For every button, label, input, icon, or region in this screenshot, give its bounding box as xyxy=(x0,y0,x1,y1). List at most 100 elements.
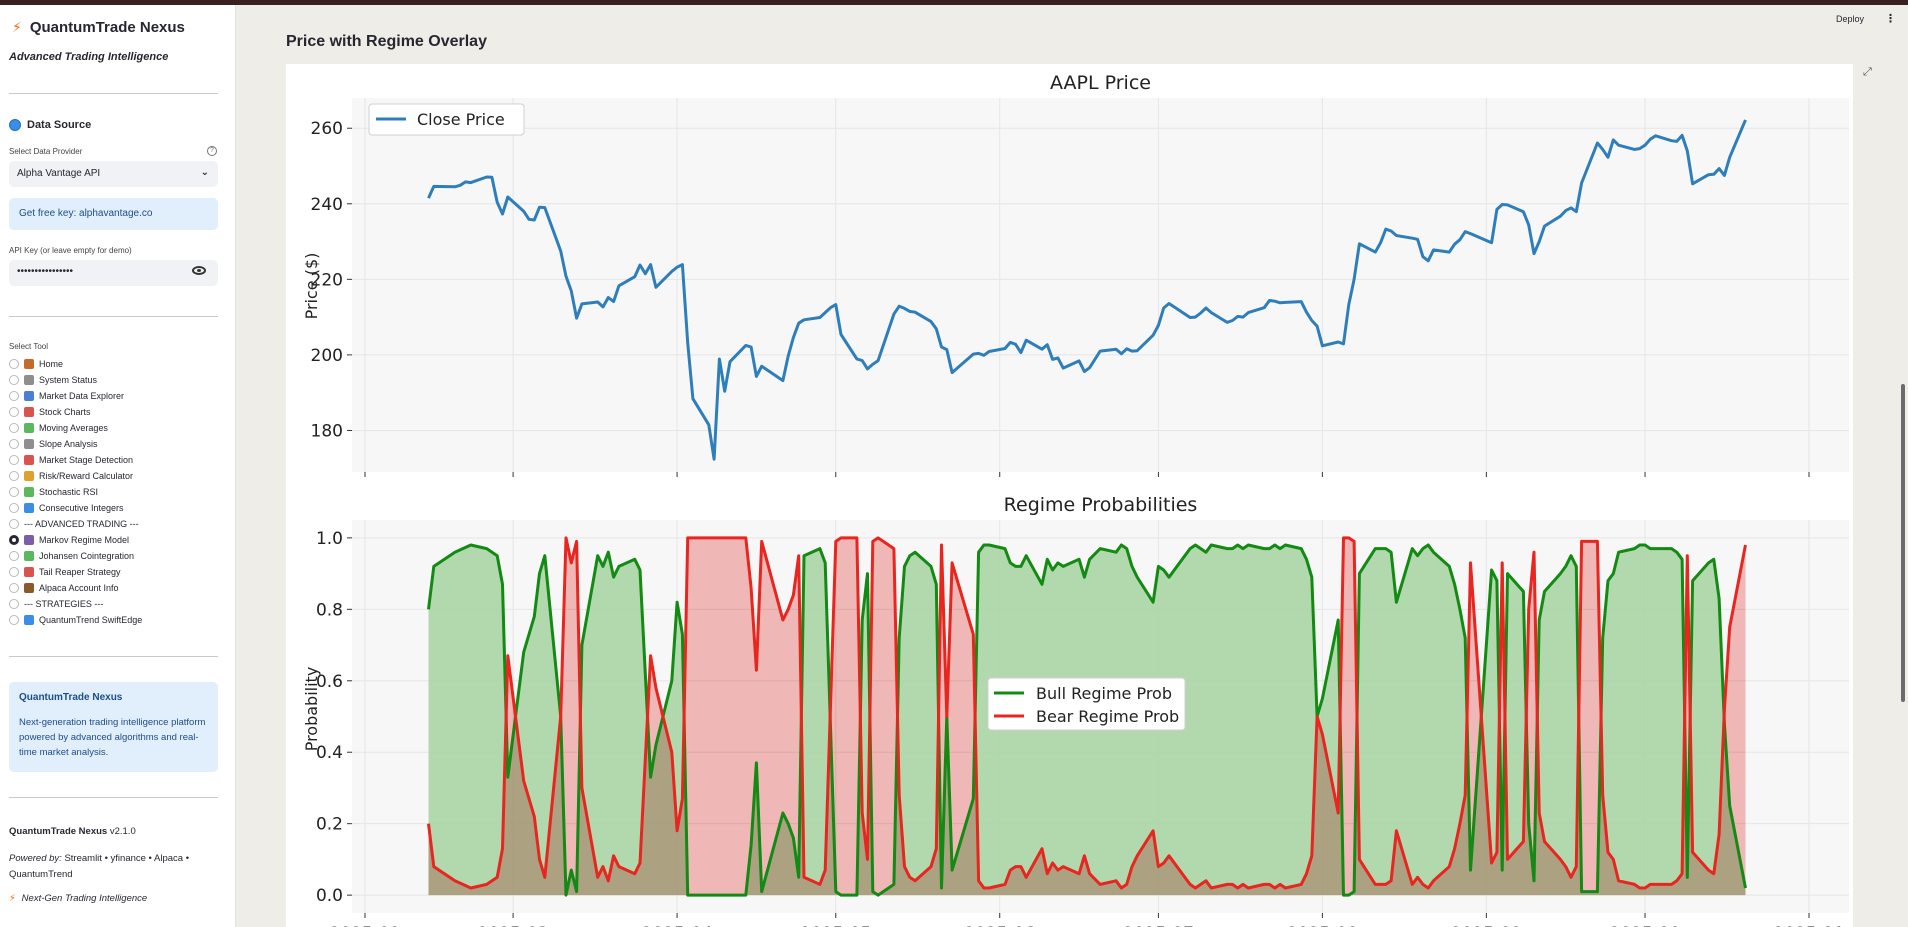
eye-icon[interactable] xyxy=(192,266,206,275)
price-y-tick-label: 220 xyxy=(311,270,343,290)
regime-x-tick-label: 2025-05 xyxy=(800,924,871,927)
provider-select[interactable]: Alpha Vantage API ⌄ xyxy=(9,161,218,187)
regime-x-tick-label: 2025-02 xyxy=(329,924,400,927)
price-y-tick-label: 260 xyxy=(311,119,343,139)
radio-button[interactable] xyxy=(9,599,19,609)
tool-option[interactable]: Markov Regime Model xyxy=(9,532,142,548)
radio-button[interactable] xyxy=(9,423,19,433)
radio-button[interactable] xyxy=(9,615,19,625)
bar-chart-icon xyxy=(24,391,34,401)
radio-button[interactable] xyxy=(9,439,19,449)
provider-label: Select Data Provider xyxy=(9,147,83,156)
briefcase-icon xyxy=(24,583,34,593)
tool-option[interactable]: Moving Averages xyxy=(9,420,142,436)
tool-option-label: Tail Reaper Strategy xyxy=(39,567,121,577)
tool-option[interactable]: QuantumTrend SwiftEdge xyxy=(9,612,142,628)
radio-button[interactable] xyxy=(9,487,19,497)
tool-option-label: System Status xyxy=(39,375,98,385)
tool-option[interactable]: Alpaca Account Info xyxy=(9,580,142,596)
scales-icon xyxy=(24,471,34,481)
tool-option[interactable]: Stock Charts xyxy=(9,404,142,420)
api-key-value: •••••••••••••••• xyxy=(17,266,74,277)
house-icon xyxy=(24,359,34,369)
version-number: v2.1.0 xyxy=(109,826,136,837)
page-title: Price with Regime Overlay xyxy=(286,33,487,50)
regime-x-tick-label: 2025-09 xyxy=(1451,924,1522,927)
about-title: QuantumTrade Nexus xyxy=(19,692,123,703)
radio-button[interactable] xyxy=(9,391,19,401)
powered-by: Powered by: Streamlit • yfinance • Alpac… xyxy=(9,851,209,883)
tool-option[interactable]: Tail Reaper Strategy xyxy=(9,564,142,580)
version-name: QuantumTrade Nexus xyxy=(9,826,108,837)
info-text: Get free key: alphavantage.co xyxy=(19,208,153,219)
powered-prefix: Powered by: xyxy=(9,853,62,864)
regime-legend xyxy=(987,677,1186,731)
price-plot-area xyxy=(352,98,1849,472)
tool-option[interactable]: Stochastic RSI xyxy=(9,484,142,500)
divider xyxy=(9,797,218,798)
tool-option-label: Moving Averages xyxy=(39,423,108,433)
tool-option-label: Slope Analysis xyxy=(39,439,98,449)
api-key-label: API Key (or leave empty for demo) xyxy=(9,246,132,255)
radio-button[interactable] xyxy=(9,503,19,513)
chart-up-icon xyxy=(24,423,34,433)
legend-label-close-price: Close Price xyxy=(417,110,505,129)
lightning-icon: ⚡ xyxy=(9,893,16,904)
regime-y-tick-label: 0.4 xyxy=(316,743,343,763)
tool-option[interactable]: Slope Analysis xyxy=(9,436,142,452)
radio-button[interactable] xyxy=(9,359,19,369)
radio-button[interactable] xyxy=(9,535,19,545)
chevron-down-icon: ⌄ xyxy=(200,167,209,178)
scrollbar[interactable] xyxy=(1901,384,1905,702)
regime-x-tick-label: 2025-03 xyxy=(478,924,549,927)
api-key-input[interactable]: •••••••••••••••• xyxy=(9,260,218,286)
tool-option[interactable]: Risk/Reward Calculator xyxy=(9,468,142,484)
expand-icon[interactable]: ⤢ xyxy=(1863,66,1872,78)
tool-option[interactable]: Home xyxy=(9,356,142,372)
price-y-tick-label: 200 xyxy=(311,346,343,366)
radio-button[interactable] xyxy=(9,407,19,417)
app-tagline: Advanced Trading Intelligence xyxy=(9,51,169,63)
tool-option-label: Market Data Explorer xyxy=(39,391,125,401)
help-icon[interactable]: ? xyxy=(207,146,217,156)
divider xyxy=(9,656,218,657)
tool-option[interactable]: Market Data Explorer xyxy=(9,388,142,404)
tool-option-label: Johansen Cointegration xyxy=(39,551,135,561)
tool-option[interactable]: Consecutive Integers xyxy=(9,500,142,516)
tool-option[interactable]: Market Stage Detection xyxy=(9,452,142,468)
triangular-ruler-icon xyxy=(24,439,34,449)
sidebar: ⚡ QuantumTrade Nexus Advanced Trading In… xyxy=(0,5,236,927)
chart-up-icon xyxy=(24,487,34,497)
data-source-title: Data Source xyxy=(9,119,91,131)
radio-button[interactable] xyxy=(9,551,19,561)
tool-option-label: Markov Regime Model xyxy=(39,535,130,545)
chart-down-icon xyxy=(24,407,34,417)
lightning-icon: ⚡ xyxy=(12,19,22,35)
wrench-icon xyxy=(24,375,34,385)
legend-label-bear: Bear Regime Prob xyxy=(1036,707,1179,726)
tool-option-label: Risk/Reward Calculator xyxy=(39,471,134,481)
footer-tagline-text: Next-Gen Trading Intelligence xyxy=(21,893,148,904)
price-y-tick-label: 240 xyxy=(311,195,343,215)
price-legend xyxy=(368,103,525,136)
tool-option[interactable]: --- STRATEGIES --- xyxy=(9,596,142,612)
deploy-button[interactable]: Deploy xyxy=(1836,14,1865,24)
main-menu-icon[interactable]: ⋮ xyxy=(1885,13,1896,25)
tool-option[interactable]: Johansen Cointegration xyxy=(9,548,142,564)
tool-option[interactable]: System Status xyxy=(9,372,142,388)
radio-button[interactable] xyxy=(9,567,19,577)
radio-button[interactable] xyxy=(9,583,19,593)
radio-button[interactable] xyxy=(9,471,19,481)
about-box: QuantumTrade Nexus Next-generation tradi… xyxy=(9,682,218,772)
target-icon xyxy=(24,567,34,577)
numbers-icon xyxy=(24,503,34,513)
tool-option[interactable]: --- ADVANCED TRADING --- xyxy=(9,516,142,532)
regime-x-tick-label: 2025-04 xyxy=(642,924,713,927)
regime-y-tick-label: 0.6 xyxy=(316,672,343,692)
radio-button[interactable] xyxy=(9,519,19,529)
about-text: Next-generation trading intelligence pla… xyxy=(19,717,206,758)
regime-x-tick-label: 2025-11 xyxy=(1773,924,1844,927)
tool-option-label: Home xyxy=(39,359,64,369)
radio-button[interactable] xyxy=(9,455,19,465)
radio-button[interactable] xyxy=(9,375,19,385)
